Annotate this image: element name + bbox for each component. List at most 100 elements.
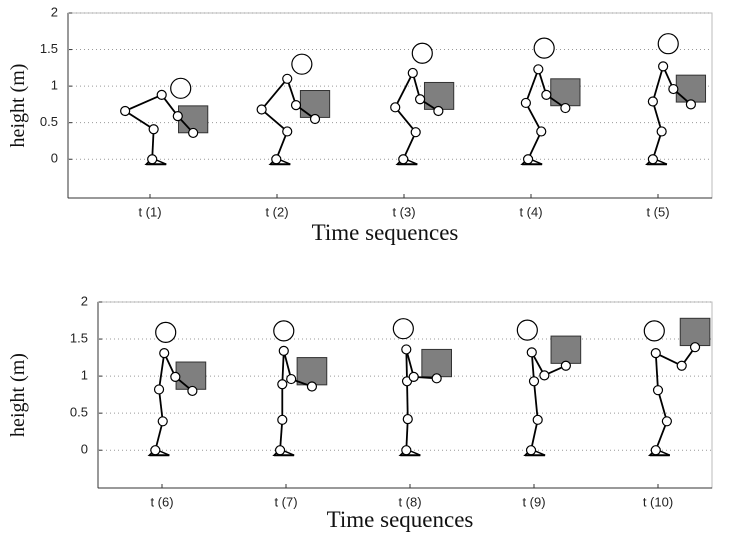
y-tick-label: 1.5 [70, 330, 88, 345]
joint [652, 385, 664, 396]
limb [533, 381, 539, 420]
head [170, 77, 192, 99]
joint [402, 413, 413, 425]
joint [256, 104, 267, 115]
joint [407, 67, 418, 79]
joint [271, 154, 282, 165]
joint [278, 345, 289, 357]
joint [650, 348, 661, 359]
joint [647, 96, 658, 107]
joint [156, 89, 167, 100]
box [675, 74, 707, 103]
x-axis-label: Time sequences [327, 507, 474, 532]
box [679, 317, 711, 347]
joint [676, 360, 687, 371]
joint [532, 414, 543, 425]
joint [277, 414, 288, 425]
y-tick-label: 0.5 [70, 405, 88, 420]
y-axis-label: height (m) [7, 353, 29, 437]
y-tick-label: 1.5 [40, 41, 58, 56]
limb [405, 419, 409, 451]
joint [685, 99, 697, 110]
limb [654, 420, 668, 451]
limb [394, 106, 417, 133]
joint [277, 379, 288, 390]
joint [282, 126, 293, 137]
joint [522, 154, 534, 165]
joint [658, 61, 669, 72]
head [657, 33, 679, 55]
x-axis-label: Time sequences [312, 220, 459, 245]
joint [188, 127, 199, 139]
joint [170, 371, 181, 382]
joint [668, 83, 679, 95]
head [643, 320, 665, 342]
limb [124, 110, 155, 131]
joint [410, 127, 421, 138]
joint [306, 381, 318, 392]
limb [530, 419, 539, 451]
joint [157, 416, 168, 427]
x-tick-label: t (9) [522, 494, 545, 509]
y-tick-label: 2 [51, 4, 58, 19]
head [273, 320, 295, 342]
joint [159, 348, 170, 359]
x-tick-label: t (2) [265, 204, 288, 219]
x-tick-label: t (10) [643, 494, 673, 509]
joint [398, 154, 409, 165]
limb [124, 94, 163, 112]
joint [539, 370, 550, 381]
joint [148, 124, 159, 135]
joint [408, 371, 419, 382]
x-tick-label: t (1) [138, 204, 161, 219]
joint [150, 445, 161, 456]
box [175, 361, 207, 390]
y-tick-label: 0.5 [40, 114, 58, 129]
joint [689, 342, 701, 353]
head [516, 319, 538, 341]
head [155, 321, 177, 343]
limb [158, 389, 164, 422]
joint [153, 384, 165, 395]
joint [520, 97, 531, 109]
joint [120, 105, 131, 117]
joint [290, 100, 302, 111]
joint [656, 126, 667, 137]
y-axis-label: height (m) [7, 64, 29, 148]
limb [652, 66, 664, 102]
limb [406, 381, 409, 420]
x-tick-label: t (5) [646, 204, 669, 219]
joint [401, 445, 412, 456]
limb [525, 102, 543, 132]
limb [260, 78, 288, 111]
joint [528, 376, 540, 387]
joint [401, 344, 412, 355]
joint [525, 445, 537, 456]
y-tick-label: 1 [51, 78, 58, 93]
joint [541, 89, 552, 100]
y-tick-label: 1 [81, 368, 88, 383]
box [296, 357, 328, 386]
joint [560, 102, 571, 114]
limb [654, 353, 659, 391]
joint [274, 445, 286, 456]
joint [414, 94, 426, 105]
joint [172, 111, 183, 122]
box [421, 348, 452, 378]
joint [147, 154, 158, 165]
limb [527, 131, 543, 160]
plot-frame [67, 12, 713, 199]
joint [560, 360, 571, 371]
x-tick-label: t (4) [519, 204, 542, 219]
joint [286, 373, 297, 385]
head [533, 37, 555, 59]
joint [390, 102, 401, 113]
joint [536, 126, 547, 137]
joint [661, 416, 672, 427]
box [550, 335, 582, 364]
joint [647, 154, 658, 165]
joint [650, 445, 661, 456]
joint [533, 64, 544, 75]
head [411, 42, 433, 64]
